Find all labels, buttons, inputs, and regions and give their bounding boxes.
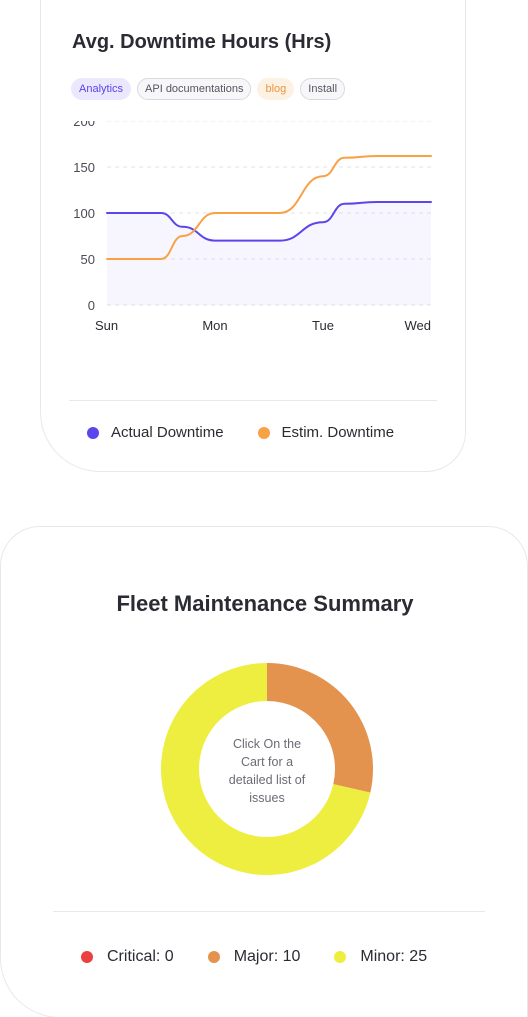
legend-label-minor: Minor: 25: [360, 948, 428, 965]
y-tick-label: 150: [73, 160, 95, 175]
y-tick-label: 200: [73, 121, 95, 129]
series-line-1: [106, 154, 432, 260]
actual-downtime-dot: [87, 426, 99, 439]
legend-item-actual-downtime[interactable]: Actual Downtime: [87, 424, 224, 441]
downtime-legend: Actual Downtime Estim. Downtime: [87, 424, 394, 441]
legend-label-actual-downtime: Actual Downtime: [111, 424, 224, 441]
fleet-divider: [53, 911, 485, 912]
tag-install[interactable]: Install: [300, 78, 346, 100]
tag-list: Analytics API documentations blog Instal…: [71, 78, 346, 100]
y-tick-label: 0: [88, 298, 95, 313]
tag-blog[interactable]: blog: [257, 78, 295, 100]
legend-label-major: Major: 10: [233, 948, 301, 965]
x-tick-label: Mon: [202, 318, 227, 333]
series-area-0: [107, 201, 431, 305]
series-line-0: [106, 200, 432, 242]
tag-api-documentations[interactable]: API documentations: [137, 78, 252, 100]
legend-item-estim-downtime[interactable]: Estim. Downtime: [257, 424, 395, 441]
legend-label-estim-downtime: Estim. Downtime: [281, 424, 395, 441]
y-tick-label: 100: [73, 206, 95, 221]
critical-dot: [81, 951, 93, 963]
x-tick-label: Wed: [405, 318, 432, 333]
fleet-card: Fleet Maintenance Summary Click On the C…: [0, 526, 528, 1017]
x-tick-label: Sun: [95, 318, 118, 333]
downtime-title: Avg. Downtime Hours (Hrs): [72, 31, 332, 53]
legend-item-critical[interactable]: Critical: 0: [81, 948, 174, 966]
y-tick-label: 50: [81, 252, 95, 267]
downtime-line-chart[interactable]: 0 50 100 150 200 Sun Mon Tue Wed: [41, 121, 467, 371]
estim-downtime-dot: [257, 426, 270, 439]
fleet-title: Fleet Maintenance Summary: [116, 591, 414, 616]
major-dot: [207, 951, 220, 963]
minor-dot: [334, 951, 347, 963]
x-tick-label: Tue: [312, 318, 334, 333]
downtime-divider: [69, 400, 437, 401]
fleet-legend: Critical: 0 Major: 10 Minor: 25: [81, 948, 427, 966]
tag-analytics[interactable]: Analytics: [71, 78, 132, 100]
downtime-card: Avg. Downtime Hours (Hrs) Analytics API …: [40, 0, 466, 472]
donut-slice-major[interactable]: [267, 663, 373, 793]
legend-item-major[interactable]: Major: 10: [207, 948, 301, 966]
donut-slice-minor[interactable]: [161, 663, 371, 875]
legend-item-minor[interactable]: Minor: 25: [334, 948, 427, 966]
legend-label-critical: Critical: 0: [107, 948, 174, 965]
fleet-donut-chart[interactable]: [157, 659, 377, 879]
donut-center-text: Click On the Cart for a detailed list of…: [228, 737, 306, 805]
